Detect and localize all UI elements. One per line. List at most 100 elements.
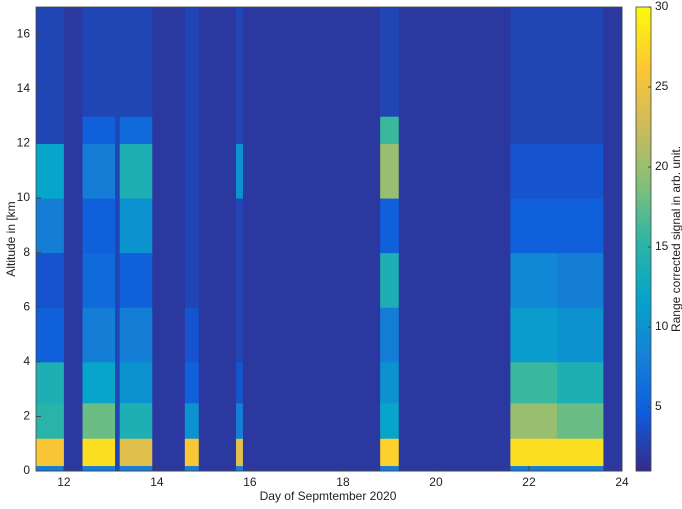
heatmap-cell <box>82 198 116 254</box>
colorbar-strip <box>636 283 651 288</box>
heatmap-cell <box>152 438 186 467</box>
heatmap-cell <box>398 465 511 472</box>
colorbar-strip <box>636 375 651 380</box>
x-tick-label: 20 <box>429 475 443 489</box>
colorbar-strip <box>636 99 651 104</box>
colorbar-tick-label: 10 <box>655 319 669 333</box>
heatmap-cell <box>556 307 604 363</box>
heatmap-cell <box>63 465 84 472</box>
colorbar-strip <box>636 439 651 444</box>
heatmap-cell <box>82 438 116 467</box>
heatmap-cell <box>184 252 200 308</box>
heatmap-cell <box>152 465 186 472</box>
x-tick-label: 14 <box>150 475 164 489</box>
colorbar-strip <box>636 371 651 376</box>
colorbar-strip <box>636 23 651 28</box>
heatmap-cell <box>63 402 84 439</box>
colorbar-strip <box>636 127 651 132</box>
heatmap-cell <box>152 198 186 254</box>
colorbar-strip <box>636 151 651 156</box>
colorbar-strip <box>636 407 651 412</box>
heatmap-cell <box>556 143 604 199</box>
colorbar-strip <box>636 47 651 52</box>
heatmap-cell <box>235 116 244 144</box>
heatmap-cell <box>63 361 84 404</box>
colorbar-strip <box>636 71 651 76</box>
colorbar-strip <box>636 239 651 244</box>
colorbar-strip <box>636 7 651 12</box>
colorbar-strip <box>636 243 651 248</box>
colorbar-strip <box>636 259 651 264</box>
heatmap-cell <box>235 402 244 439</box>
heatmap-cell <box>603 438 623 467</box>
colorbar-strip <box>636 279 651 284</box>
colorbar-strip <box>636 175 651 180</box>
heatmap-cell <box>380 252 400 308</box>
heatmap-cell <box>184 402 200 439</box>
colorbar-strip <box>636 107 651 112</box>
heatmap-cell <box>198 116 237 144</box>
colorbar-strip <box>636 387 651 392</box>
x-tick-label: 24 <box>615 475 629 489</box>
colorbar-strip <box>636 359 651 364</box>
heatmap-cell <box>603 143 623 199</box>
heatmap-cell <box>235 307 244 363</box>
colorbar-strip <box>636 187 651 192</box>
colorbar-strip <box>636 179 651 184</box>
heatmap-cell <box>115 143 121 199</box>
colorbar-strip <box>636 415 651 420</box>
heatmap-cell <box>242 116 381 144</box>
heatmap-cell <box>380 116 400 144</box>
colorbar-strip <box>636 215 651 220</box>
heatmap-cell <box>36 198 65 254</box>
heatmap-cell <box>115 307 121 363</box>
colorbar-strip <box>636 447 651 452</box>
heatmap-cell <box>63 143 84 199</box>
heatmap-cell <box>398 116 511 144</box>
colorbar-strip <box>636 347 651 352</box>
heatmap-cell <box>510 307 558 363</box>
heatmap-cell <box>242 7 381 117</box>
heatmap-cell <box>235 198 244 254</box>
heatmap-cell <box>380 198 400 254</box>
colorbar-strip <box>636 271 651 276</box>
colorbar-strip <box>636 203 651 208</box>
colorbar-strip <box>636 323 651 328</box>
x-tick-label: 22 <box>522 475 536 489</box>
colorbar-strip <box>636 195 651 200</box>
heatmap-cell <box>603 402 623 439</box>
colorbar-strip <box>636 335 651 340</box>
colorbar-strip <box>636 95 651 100</box>
heatmap-cell <box>510 465 558 472</box>
colorbar-tick-label: 20 <box>655 159 669 173</box>
heatmap-cell <box>36 252 65 308</box>
colorbar-strip <box>636 39 651 44</box>
heatmap-cell <box>119 402 153 439</box>
heatmap-cell <box>119 116 153 144</box>
colorbar-strip <box>636 403 651 408</box>
colorbar-tick-label: 5 <box>655 399 662 413</box>
colorbar-strip <box>636 379 651 384</box>
heatmap-cell <box>198 7 237 117</box>
heatmap-cell <box>603 361 623 404</box>
heatmap-cell <box>119 307 153 363</box>
y-tick-label: 0 <box>23 463 30 477</box>
heatmap-cell <box>235 143 244 199</box>
heatmap-cell <box>510 198 558 254</box>
heatmap-cell <box>510 402 558 439</box>
colorbar-strip <box>636 167 651 172</box>
heatmap-cell <box>235 361 244 404</box>
colorbar-strip <box>636 111 651 116</box>
heatmap-cell <box>184 307 200 363</box>
colorbar-strip <box>636 367 651 372</box>
colorbar-strip <box>636 419 651 424</box>
heatmap-cell <box>184 116 200 144</box>
heatmap-cell <box>152 252 186 308</box>
colorbar-strip <box>636 427 651 432</box>
heatmap-cell <box>235 465 244 472</box>
colorbar-strip <box>636 431 651 436</box>
colorbar-strip <box>636 235 651 240</box>
heatmap-cell <box>152 361 186 404</box>
heatmap-cell <box>115 7 121 117</box>
colorbar-strip <box>636 183 651 188</box>
